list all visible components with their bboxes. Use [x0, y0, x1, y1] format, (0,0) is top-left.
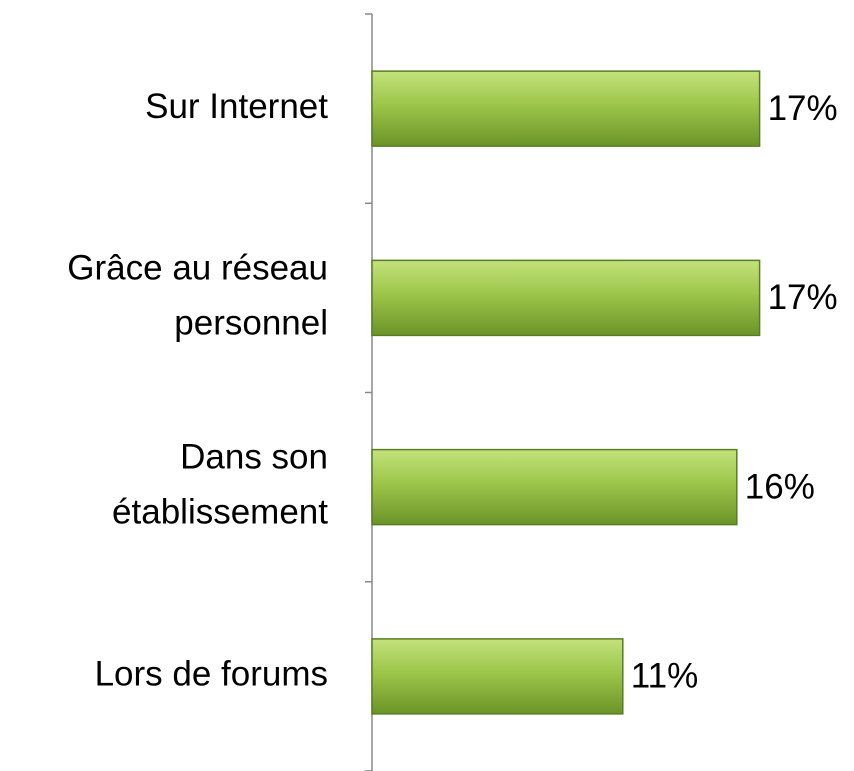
category-label: Sur Internet [145, 87, 328, 126]
category-label: Lors de forums [95, 655, 328, 694]
bar [371, 448, 738, 526]
bar [371, 638, 624, 715]
category-label: Dans son établissement [112, 438, 328, 532]
value-label: 16% [745, 467, 815, 506]
value-label: 17% [768, 89, 838, 128]
bar [371, 70, 761, 147]
value-label: 17% [768, 278, 838, 317]
bar [371, 259, 761, 337]
value-label: 11% [631, 657, 698, 696]
category-label: Grâce au réseau personnel [67, 249, 328, 343]
